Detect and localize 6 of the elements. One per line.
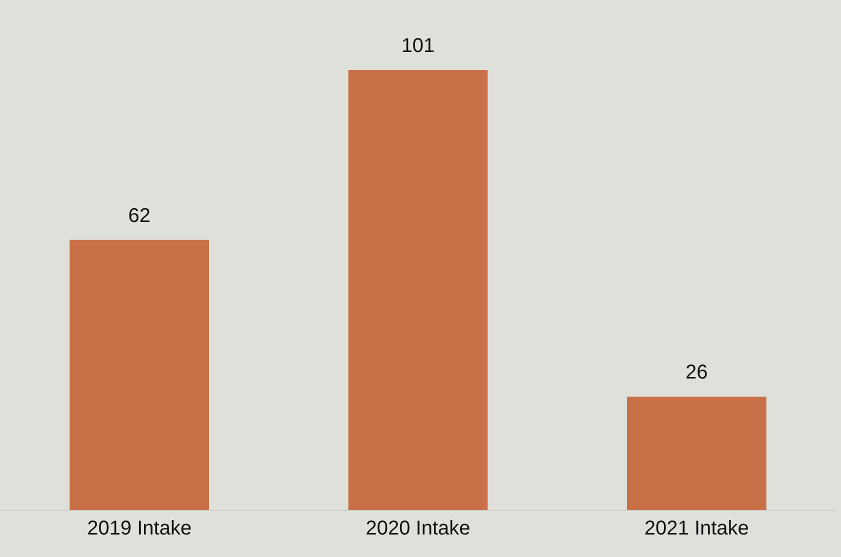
x-tick-label: 2019 Intake [87,518,192,540]
x-tick-label: 2020 Intake [366,518,470,540]
x-tick-label: 2021 Intake [644,518,749,540]
data-label: 26 [686,362,708,384]
data-label: 101 [401,35,435,57]
data-label: 62 [128,204,150,227]
